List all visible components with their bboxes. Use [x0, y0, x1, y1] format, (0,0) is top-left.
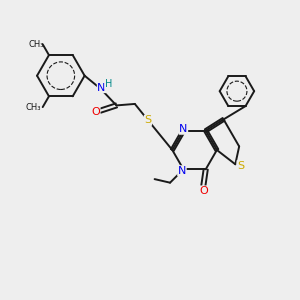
Text: N: N: [179, 124, 188, 134]
Text: N: N: [98, 82, 106, 93]
Text: N: N: [178, 166, 186, 176]
Text: CH₃: CH₃: [29, 40, 44, 49]
Text: CH₃: CH₃: [26, 103, 41, 112]
Text: S: S: [144, 115, 152, 125]
Text: H: H: [105, 79, 112, 89]
Text: S: S: [237, 161, 244, 171]
Text: O: O: [199, 186, 208, 196]
Text: O: O: [91, 107, 100, 117]
